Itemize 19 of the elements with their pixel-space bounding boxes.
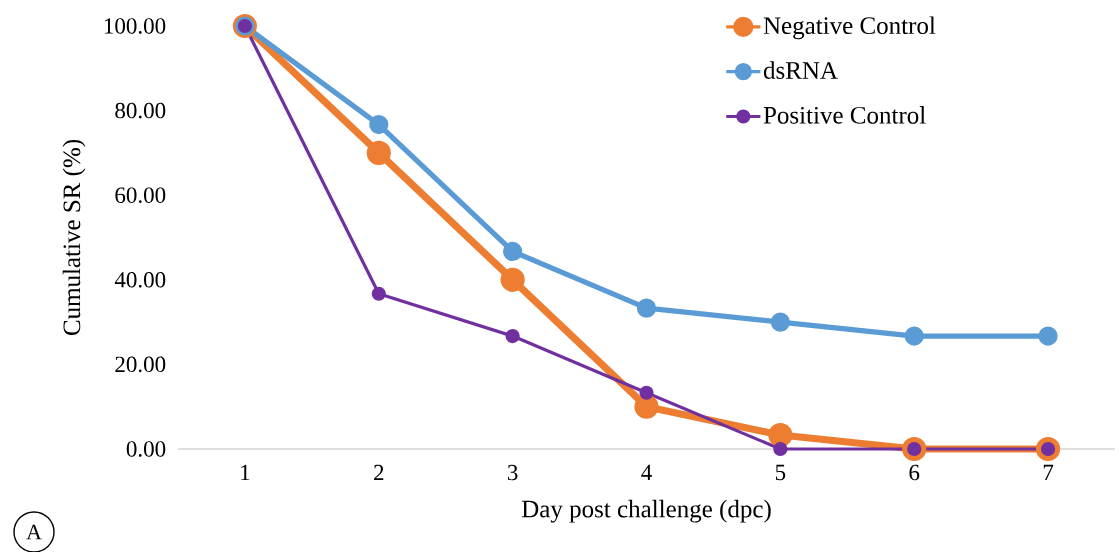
- y-tick-label: 40.00: [114, 271, 166, 288]
- legend-label: Positive Control: [763, 106, 926, 124]
- y-tick-label: 0.00: [126, 441, 166, 457]
- x-axis-title: Day post challenge (dpc): [521, 499, 771, 523]
- legend-label: dsRNA: [763, 61, 838, 79]
- x-tick-label: 6: [909, 464, 920, 481]
- y-tick-label: 60.00: [115, 187, 166, 204]
- x-tick-label: 7: [1043, 464, 1054, 480]
- x-tick-label: 5: [775, 464, 786, 481]
- y-tick-label: 100.00: [104, 18, 166, 34]
- y-axis-title: Cumulative SR (%): [62, 139, 86, 336]
- x-tick-label: 1: [241, 464, 250, 481]
- text: A: [26, 524, 42, 540]
- legend-label: Negative Control: [763, 16, 936, 40]
- y-tick-label: 20.00: [115, 356, 166, 373]
- x-tick-label: 3: [507, 464, 518, 481]
- y-tick-label: 80.00: [115, 102, 166, 119]
- x-tick-label: 4: [641, 464, 652, 480]
- x-tick-label: 2: [374, 464, 384, 481]
